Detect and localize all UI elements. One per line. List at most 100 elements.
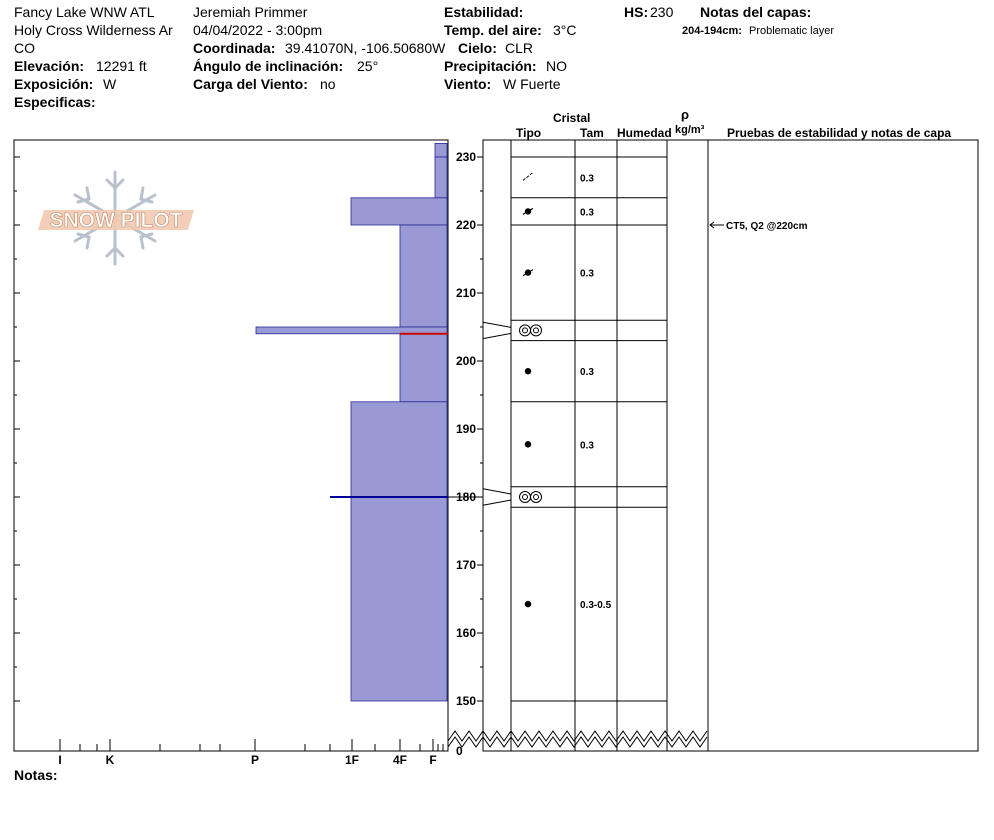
layer-table-frame [482,139,979,752]
layer-row: 0.3 [522,269,594,280]
slope-label: Ángulo de inclinación: [193,58,344,74]
y-tick-label: 150 [456,694,476,708]
layer-note-text: Problematic layer [749,25,834,37]
layer-connector [482,320,512,329]
depth-axis: 150 160 170 180 190 200 210 220 230 0 [14,150,708,758]
decomposing-fragment-symbol [522,207,534,215]
density-symbol: ρ [681,107,690,122]
y-tick-label: 190 [456,422,476,436]
y-tick-label: 230 [456,150,476,164]
hardness-axis: I K P 1F 4F F [58,739,444,767]
layer-rows: 0.3 0.3 0.3 0.3 0.3 0.3-0.5 [482,156,667,702]
type-header: Tipo [516,126,542,140]
snowpilot-logo-text: SNOW PILOT [50,209,183,232]
surface-hoar-symbol [522,327,528,334]
y-tick-label: 210 [456,286,476,300]
layer-row: 0.3 [522,207,594,218]
moisture-header: Humedad [617,126,672,140]
rounded-grain-symbol [524,600,532,608]
location-line-2: Holy Cross Wilderness Ar [14,22,173,38]
grain-size-label: 0.3 [580,269,594,280]
wind-load-label: Carga del Viento: [193,76,308,92]
observer-name: Jeremiah Primmer [193,4,308,20]
slope-value: 25° [357,58,379,74]
y-tick-label: 180 [456,490,476,504]
hardness-layers [255,142,448,702]
stability-tests: CT5, Q2 @220cm [709,221,808,232]
surface-hoar-symbol [519,324,531,337]
grain-size-label: 0.3-0.5 [580,600,612,611]
layer-connector [482,499,512,508]
y-zero-label: 0 [456,744,463,758]
hardness-bar [434,142,448,158]
location-line-1: Fancy Lake WNW ATL [14,4,155,20]
observation-datetime: 04/04/2022 - 3:00pm [193,22,323,38]
layer-note-range: 204-194cm: [682,25,742,37]
hs-label: HS: [624,4,649,20]
grain-size-label: 0.3 [580,367,594,378]
y-tick-label: 170 [456,558,476,572]
elevation-value: 12291 ft [96,58,147,74]
grain-size-label: 0.3 [580,173,594,184]
sky-value: CLR [505,40,534,56]
hardness-bar [434,156,448,199]
grain-size-label: 0.3 [580,207,594,218]
air-temp-label: Temp. del aire: [444,22,542,38]
size-header: Tam [580,126,604,140]
grain-size-label: 0.3 [580,440,594,451]
rounded-grain-symbol [524,441,532,448]
tests-header: Pruebas de estabilidad y notas de capa [727,126,952,140]
precipitation-particle-symbol [522,172,534,181]
hs-value: 230 [650,4,674,20]
surface-hoar-symbol [522,494,528,500]
test-result-label: CT5, Q2 @220cm [726,221,808,232]
wind-label: Viento: [444,76,492,92]
y-tick-label: 160 [456,626,476,640]
layer-connector [482,332,512,341]
x-tick-label: F [429,753,436,767]
y-tick-label: 200 [456,354,476,368]
axis-break-top [447,730,708,742]
sky-label: Cielo: [458,40,497,56]
crystal-header: Cristal [553,111,591,125]
aspect-value: W [103,76,117,92]
specifics-label: Especificas: [14,94,96,110]
coordinate-label: Coordinada: [193,40,276,56]
stability-label: Estabilidad: [444,4,524,20]
x-tick-label: 1F [345,753,359,767]
surface-hoar-symbol [533,327,539,334]
surface-hoar-symbol [533,494,539,500]
precipitation-label: Precipitación: [444,58,537,74]
layer-row [482,486,542,508]
air-temp-value: 3°C [553,22,577,38]
layer-row: 0.3-0.5 [524,600,612,611]
layer-row: 0.3 [524,440,594,451]
layer-notes-label: Notas del capas: [700,4,812,20]
wind-value: W Fuerte [503,76,561,92]
rounded-grain-symbol [524,368,532,375]
wind-load-value: no [320,76,336,92]
table-column-dividers [510,140,709,751]
surface-hoar-symbol [530,324,542,337]
layer-row: 0.3 [524,367,594,378]
hardness-bar [399,333,448,403]
x-tick-label: P [251,753,259,767]
decomposing-fragment-symbol [522,269,534,277]
surface-hoar-symbol [519,491,531,503]
x-tick-label: 4F [393,753,407,767]
coordinate-value: 39.41070N, -106.50680W [285,40,446,56]
density-unit: kg/m³ [675,124,705,136]
layer-connector [482,486,512,495]
hardness-plot-frame [13,139,449,752]
aspect-label: Exposición: [14,76,94,92]
surface-hoar-symbol [530,491,542,503]
x-tick-label: K [106,753,115,767]
hardness-bar [255,326,448,335]
layer-row [482,320,542,341]
location-line-3: CO [14,40,35,56]
hardness-bar [350,197,448,226]
notes-label: Notas: [14,767,58,783]
hardness-bar [399,224,448,328]
axis-break-bottom [447,736,708,748]
